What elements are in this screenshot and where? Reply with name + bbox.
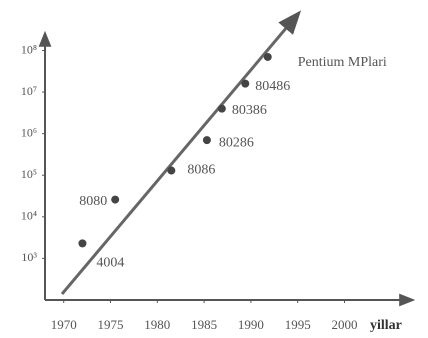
y-tick-label: 10⁷	[21, 84, 37, 98]
data-point	[241, 79, 250, 88]
data-point	[78, 239, 87, 248]
data-point	[263, 52, 272, 61]
data-point	[202, 136, 211, 145]
data-point	[217, 104, 226, 113]
data-point	[167, 166, 176, 175]
y-tick-label: 10⁸	[21, 42, 37, 56]
y-tick-label: 10⁴	[21, 209, 37, 223]
x-tick-label: 2000	[331, 317, 357, 332]
x-tick-label: 1970	[51, 317, 77, 332]
x-axis-label: yillar	[370, 318, 402, 333]
x-tick-label: 1980	[144, 317, 170, 332]
point-label: 4004	[96, 256, 124, 271]
point-label: Pentium MPlari	[298, 55, 387, 70]
y-tick-label: 10³	[21, 250, 37, 264]
x-tick-label: 1975	[98, 317, 124, 332]
trend-line	[60, 10, 302, 295]
point-label: 80486	[255, 79, 290, 94]
data-point	[111, 195, 120, 204]
point-label: 8086	[187, 163, 215, 178]
x-tick-label: 1995	[285, 317, 311, 332]
y-tick-label: 10⁵	[21, 167, 37, 181]
point-label: 8080	[79, 194, 107, 209]
x-tick-label: 1990	[238, 317, 264, 332]
point-label: 80386	[232, 103, 267, 118]
y-tick-label: 10⁶	[21, 125, 37, 139]
point-label: 80286	[219, 135, 254, 150]
x-tick-label: 1985	[191, 317, 217, 332]
